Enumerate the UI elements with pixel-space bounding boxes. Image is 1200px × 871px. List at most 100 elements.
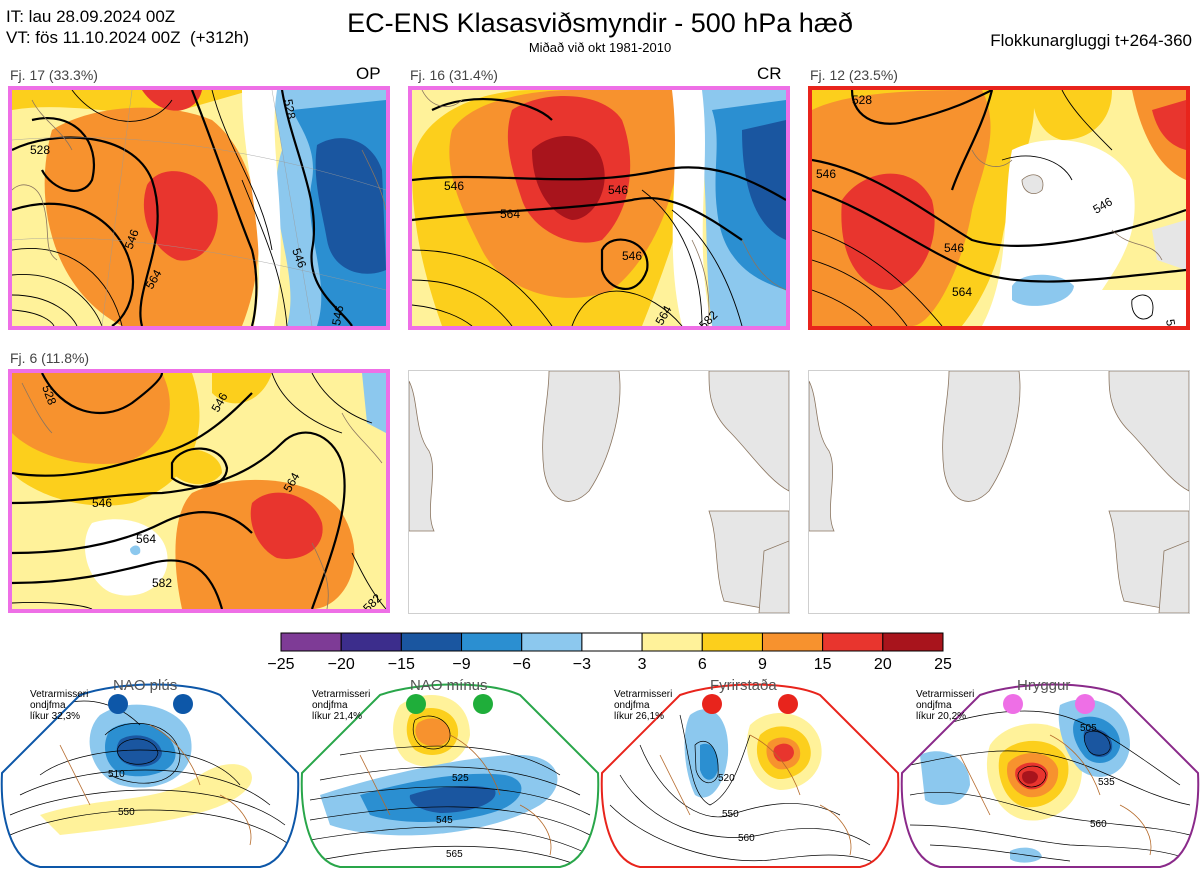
anomaly-map-4: 528 546 546 564 564 582 582 bbox=[12, 373, 386, 609]
contour-label: 525 bbox=[452, 773, 469, 784]
colorbar-tick-label: −9 bbox=[452, 656, 471, 673]
regime-dot bbox=[778, 694, 798, 714]
regime-stat-line: Vetrarmisseri bbox=[30, 689, 89, 700]
regime-dot bbox=[108, 694, 128, 714]
blank-map-1 bbox=[409, 371, 789, 613]
contour-label: 535 bbox=[1098, 777, 1115, 788]
cluster-label-3: Fj. 12 (23.5%) bbox=[810, 67, 898, 83]
regime-map-nao-plus: 510 550 bbox=[0, 683, 300, 868]
contour-label: 550 bbox=[118, 807, 135, 818]
regime-dot bbox=[173, 694, 193, 714]
regime-stat-line: líkur 32,3% bbox=[30, 711, 81, 722]
contour-label: 510 bbox=[108, 769, 125, 780]
colorbar-cell bbox=[340, 632, 402, 652]
regime-frame bbox=[0, 683, 300, 868]
colorbar-cell bbox=[581, 632, 643, 652]
regime-title: NAO plús bbox=[113, 677, 178, 694]
regime-frame bbox=[600, 683, 900, 868]
colorbar-tick-label: 15 bbox=[813, 656, 832, 673]
contour-label: 560 bbox=[1090, 819, 1107, 830]
contour-label: 564 bbox=[136, 532, 156, 546]
colorbar-cell bbox=[641, 632, 703, 652]
contour-label: 528 bbox=[852, 93, 872, 107]
cluster-label-4: Fj. 6 (11.8%) bbox=[10, 350, 90, 366]
cluster-map-4: 528 546 546 564 564 582 582 bbox=[8, 369, 390, 613]
contour-label: 560 bbox=[738, 833, 755, 844]
colorbar-cell bbox=[400, 632, 463, 652]
blank-map-2 bbox=[809, 371, 1189, 613]
contour-label: 546 bbox=[92, 496, 112, 510]
anomaly-colorbar bbox=[280, 632, 944, 652]
empty-map-1 bbox=[408, 370, 790, 614]
colorbar-tick-label: −15 bbox=[387, 656, 415, 673]
colorbar-tick-label: −3 bbox=[572, 656, 592, 673]
regime-dot bbox=[1075, 694, 1095, 714]
classification-window: Flokkunargluggi t+264-360 bbox=[990, 31, 1192, 50]
contour-label: 564 bbox=[500, 207, 520, 221]
regime-stat-line: Vetrarmisseri bbox=[916, 689, 975, 700]
regime-map-blocking: 520 550 560 bbox=[600, 683, 900, 868]
regime-dot bbox=[1003, 694, 1023, 714]
empty-map-2 bbox=[808, 370, 1190, 614]
contour-label: 546 bbox=[122, 227, 142, 251]
regime-stat-line: Vetrarmisseri bbox=[614, 689, 673, 700]
regime-stats: Vetrarmisseri ondjfma líkur 21,4% bbox=[312, 689, 370, 722]
contour-label: 528 bbox=[39, 383, 59, 407]
cluster-label-2: Fj. 16 (31.4%) bbox=[410, 67, 498, 83]
colorbar-tick-label: 9 bbox=[758, 656, 767, 673]
regime-nao-plus: 510 550 NAO plús Vetrarmisseri ondjfma lík… bbox=[0, 675, 300, 871]
regime-stat-line: líkur 26,1% bbox=[614, 711, 665, 722]
contour-label: 546 bbox=[289, 246, 309, 270]
regime-dot bbox=[473, 694, 493, 714]
cluster-map-3: 528 546 546 546 564 546 bbox=[808, 86, 1190, 330]
anomaly-map-2: 546 564 546 546 564 582 bbox=[412, 90, 786, 326]
contour-label: 582 bbox=[152, 576, 172, 590]
regime-dot bbox=[702, 694, 722, 714]
regime-nao-minus: 525 545 565 NAO mínus Vetrarmisseri ondjf… bbox=[300, 675, 600, 871]
colorbar-tick-label: 6 bbox=[697, 656, 707, 673]
regime-title: Hryggur bbox=[1017, 677, 1071, 694]
contour-label: 546 bbox=[329, 304, 346, 326]
colorbar-cell bbox=[280, 632, 342, 652]
regime-frame bbox=[300, 683, 600, 868]
regime-stats: Vetrarmisseri ondjfma líkur 26,1% bbox=[614, 689, 672, 722]
issue-time: IT: lau 28.09.2024 00Z bbox=[6, 7, 176, 26]
contour-label: 546 bbox=[944, 241, 964, 255]
contour-label: 545 bbox=[436, 815, 453, 826]
regime-stats: Vetrarmisseri ondjfma líkur 32,3% bbox=[30, 689, 88, 722]
contour-label: 528 bbox=[30, 143, 50, 157]
regime-title: NAO mínus bbox=[410, 677, 488, 694]
contour-label: 520 bbox=[718, 773, 735, 784]
regime-title: Fyrirstaða bbox=[710, 677, 777, 694]
regime-stat-line: ondjfma bbox=[916, 700, 952, 711]
regime-stat-line: ondjfma bbox=[312, 700, 348, 711]
cluster-tag-op: OP bbox=[356, 64, 381, 83]
contour-label: 546 bbox=[1163, 318, 1180, 326]
regime-stat-line: ondjfma bbox=[614, 700, 650, 711]
regime-stat-line: líkur 20,2% bbox=[916, 711, 967, 722]
colorbar-tick-label: −6 bbox=[512, 656, 531, 673]
contour-label: 546 bbox=[444, 179, 464, 193]
colorbar-cell bbox=[521, 632, 583, 652]
page-title: EC-ENS Klasasviðsmyndir - 500 hPa hæð bbox=[347, 8, 853, 38]
cluster-map-2: 546 564 546 546 564 582 bbox=[408, 86, 790, 330]
colorbar-tick-label: 3 bbox=[637, 656, 647, 673]
cluster-label-1: Fj. 17 (33.3%) bbox=[10, 67, 98, 83]
cluster-map-1: 528 546 564 546 528 546 bbox=[8, 86, 390, 330]
colorbar-cell bbox=[882, 632, 944, 652]
contour-label: 528 bbox=[281, 98, 298, 120]
regime-stat-line: líkur 21,4% bbox=[312, 711, 363, 722]
regime-map-ridge: 505 535 560 bbox=[900, 683, 1200, 868]
valid-time: VT: fös 11.10.2024 00Z (+312h) bbox=[6, 28, 250, 47]
page-subtitle: Miðað við okt 1981-2010 bbox=[528, 40, 672, 55]
colorbar-tick-label: 20 bbox=[873, 656, 892, 673]
colorbar-tick-label: 25 bbox=[934, 656, 952, 673]
colorbar-cell bbox=[701, 632, 763, 652]
anomaly-map-1: 528 546 564 546 528 546 bbox=[12, 90, 386, 326]
contour-label: 550 bbox=[722, 809, 739, 820]
contour-label: 546 bbox=[816, 167, 836, 181]
contour-label: 546 bbox=[608, 183, 628, 197]
contour-label: 505 bbox=[1080, 723, 1097, 734]
regime-stat-line: Vetrarmisseri bbox=[312, 689, 371, 700]
colorbar-tick-label: −25 bbox=[267, 656, 295, 673]
